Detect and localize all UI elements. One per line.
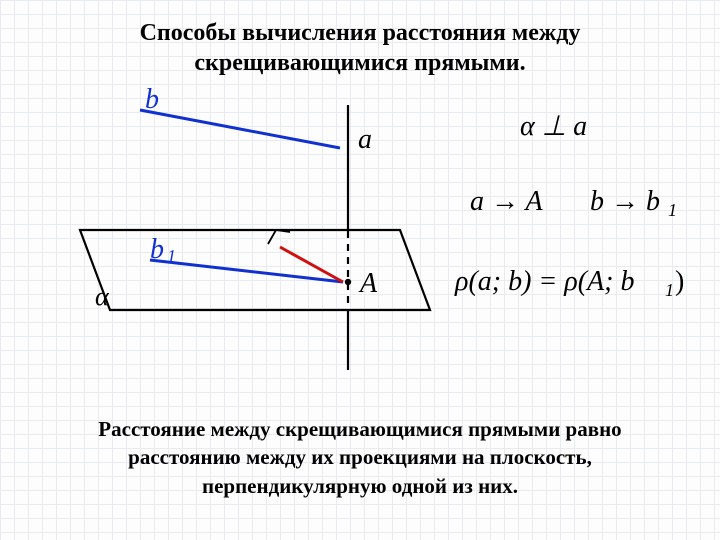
formula-map-b: b → b <box>590 186 660 217</box>
formula-rho-sub: 1 <box>665 280 674 300</box>
formula-map-a: a → A <box>470 186 543 217</box>
label-a: a <box>358 124 372 155</box>
slide-footer: Расстояние между скрещивающимися прямыми… <box>0 415 720 500</box>
plane-alpha <box>80 230 430 310</box>
formula-rho-right: ) <box>675 266 684 297</box>
label-alpha: α <box>95 282 110 311</box>
label-A: A <box>358 268 378 299</box>
footer-line-2: расстоянию между их проекциями на плоско… <box>128 445 592 469</box>
right-angle-mark <box>268 230 290 244</box>
label-b: b <box>145 84 159 115</box>
footer-line-1: Расстояние между скрещивающимися прямыми… <box>98 417 621 441</box>
formula-rho-left: ρ(a; b) = ρ(A; b <box>454 266 635 297</box>
label-b1: b <box>150 234 164 265</box>
formula-perp: α ⊥ a <box>520 111 587 142</box>
label-b1-sub: 1 <box>167 246 176 266</box>
line-b <box>140 110 340 148</box>
line-b1 <box>150 260 343 282</box>
point-A <box>345 279 351 285</box>
formula-map-b-sub: 1 <box>668 200 677 220</box>
footer-line-3: перпендикулярную одной из них. <box>202 474 518 498</box>
